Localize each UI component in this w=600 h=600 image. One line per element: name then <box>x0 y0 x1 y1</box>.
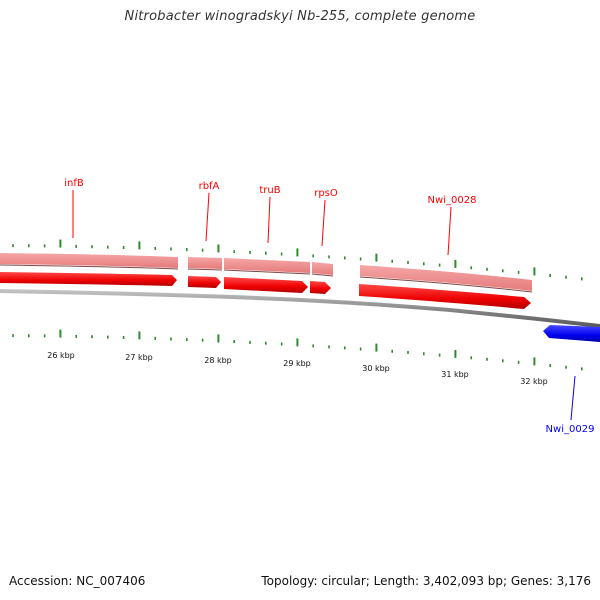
callout-line-Nwi_0028 <box>447 206 452 256</box>
scale-label: 28 kbp <box>204 356 232 365</box>
gene-arrow-rpsO[interactable] <box>310 281 331 294</box>
gene-arrow-truB[interactable] <box>224 277 308 293</box>
map-title: Nitrobacter winogradskyi Nb-255, complet… <box>124 9 476 24</box>
gene-arrow-Nwi_0028[interactable] <box>359 284 531 309</box>
callout-line-rbfA <box>205 192 210 242</box>
scale-label: 27 kbp <box>125 353 153 362</box>
gene-arrow-Nwi_0029[interactable] <box>543 325 600 342</box>
gene-labels: infB rbfA truB rpsO Nwi_0028 Nwi_0029 <box>64 178 594 435</box>
gene-label-rpsO[interactable]: rpsO <box>314 188 338 199</box>
callout-line-Nwi_0029 <box>570 375 576 421</box>
gene-label-Nwi_0029[interactable]: Nwi_0029 <box>546 424 595 435</box>
lower-tick-ring <box>12 329 583 371</box>
genome-backbone <box>0 289 600 328</box>
gene-callouts <box>72 190 576 421</box>
cds-segment <box>188 257 222 269</box>
scale-label: 31 kbp <box>441 370 469 379</box>
forward-gene-track <box>0 272 531 309</box>
cds-underline <box>0 264 533 293</box>
cds-segment <box>0 253 178 268</box>
genome-stats-text: Topology: circular; Length: 3,402,093 bp… <box>261 574 591 588</box>
callout-line-truB <box>267 196 271 244</box>
scale-label: 32 kbp <box>520 377 548 386</box>
cds-track <box>0 253 533 293</box>
gene-label-rbfA[interactable]: rbfA <box>199 181 220 192</box>
gene-label-truB[interactable]: truB <box>259 185 280 196</box>
cds-segment <box>224 258 310 273</box>
cds-segment <box>312 262 333 275</box>
gene-label-infB[interactable]: infB <box>64 178 84 189</box>
gene-label-Nwi_0028[interactable]: Nwi_0028 <box>428 195 477 206</box>
gene-arrow-infB[interactable] <box>0 272 177 286</box>
callout-line-rpsO <box>321 199 326 247</box>
scale-label: 29 kbp <box>283 359 311 368</box>
upper-tick-ring <box>12 239 583 281</box>
cds-segment <box>360 265 532 291</box>
scale-label: 30 kbp <box>362 364 390 373</box>
scale-labels: 26 kbp 27 kbp 28 kbp 29 kbp 30 kbp 31 kb… <box>47 351 548 386</box>
gene-arrow-rbfA[interactable] <box>188 276 221 288</box>
accession-text: Accession: NC_007406 <box>9 574 146 588</box>
scale-label: 26 kbp <box>47 351 75 360</box>
